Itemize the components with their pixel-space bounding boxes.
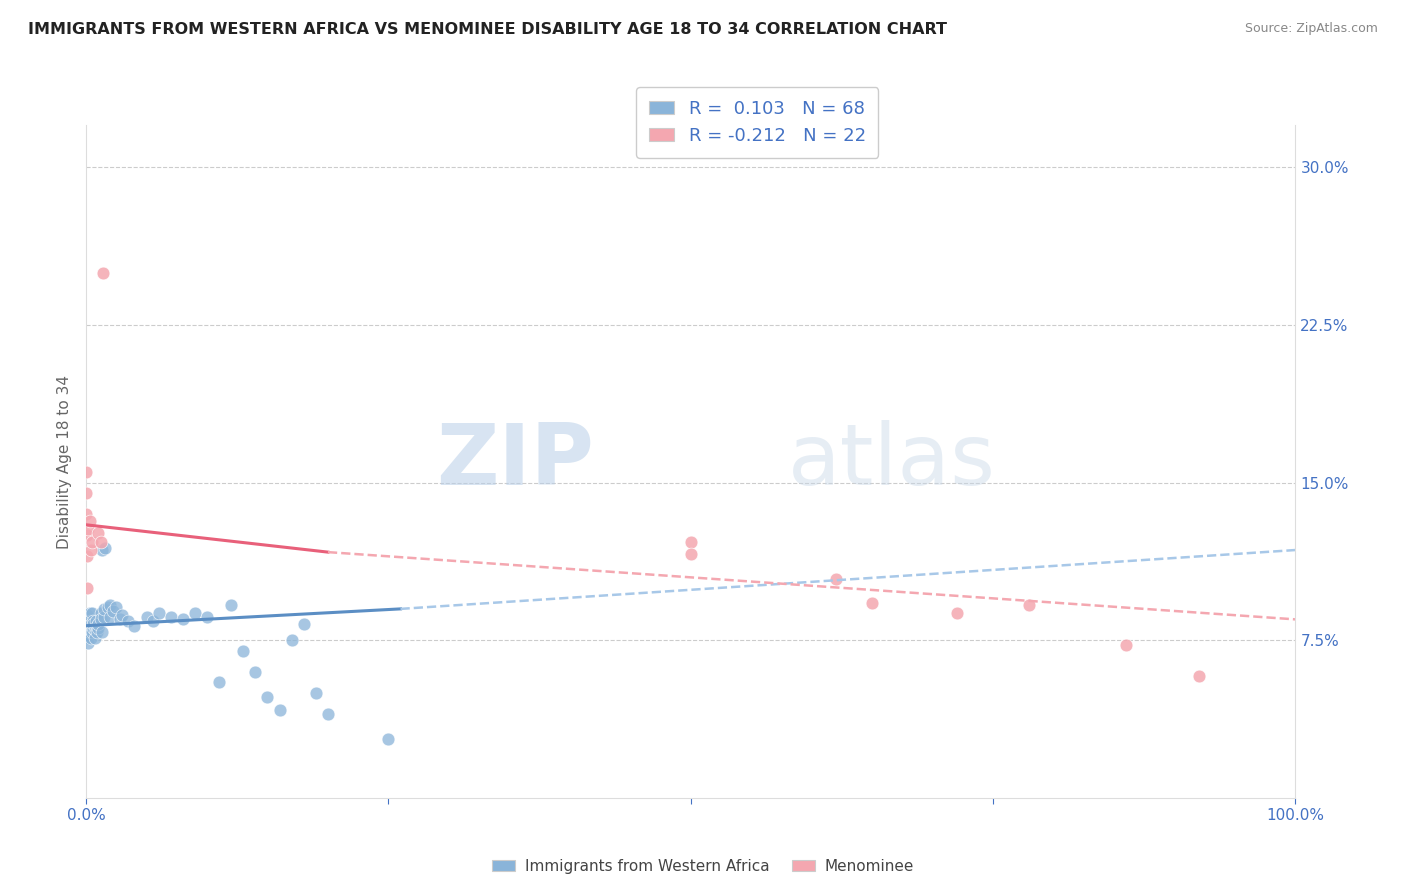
Point — [305, 686, 328, 700]
Point — [84, 615, 107, 629]
Point — [82, 625, 104, 640]
Point — [117, 615, 139, 629]
Point — [172, 612, 194, 626]
Point — [292, 616, 315, 631]
Point — [98, 610, 121, 624]
Point — [219, 598, 242, 612]
Point — [82, 534, 104, 549]
Point — [75, 465, 97, 479]
Point — [75, 623, 97, 637]
Point — [83, 623, 105, 637]
Point — [77, 522, 100, 536]
Point — [77, 616, 100, 631]
Point — [82, 616, 104, 631]
Point — [159, 610, 181, 624]
Point — [77, 635, 100, 649]
Point — [184, 606, 207, 620]
Point — [135, 610, 157, 624]
Point — [75, 508, 97, 522]
Point — [124, 618, 146, 632]
Point — [105, 599, 128, 614]
Point — [94, 541, 117, 555]
Point — [91, 266, 114, 280]
Point — [79, 621, 101, 635]
Point — [82, 621, 104, 635]
Point — [679, 534, 702, 549]
Point — [946, 606, 969, 620]
Point — [256, 690, 278, 705]
Point — [316, 706, 339, 721]
Point — [860, 596, 883, 610]
Point — [80, 543, 103, 558]
Point — [75, 618, 97, 632]
Point — [1115, 638, 1137, 652]
Point — [87, 621, 110, 635]
Point — [80, 621, 103, 635]
Point — [269, 703, 291, 717]
Point — [76, 616, 98, 631]
Point — [1188, 669, 1211, 683]
Point — [245, 665, 267, 679]
Point — [75, 627, 97, 641]
Point — [75, 486, 97, 500]
Point — [93, 602, 115, 616]
Point — [79, 514, 101, 528]
Point — [76, 549, 98, 564]
Point — [80, 632, 103, 646]
Point — [111, 608, 134, 623]
Point — [79, 625, 101, 640]
Legend: R =  0.103   N = 68, R = -0.212   N = 22: R = 0.103 N = 68, R = -0.212 N = 22 — [637, 87, 879, 158]
Point — [76, 621, 98, 635]
Point — [90, 534, 112, 549]
Point — [93, 610, 115, 624]
Point — [76, 608, 98, 623]
Point — [80, 616, 103, 631]
Text: ZIP: ZIP — [436, 420, 593, 503]
Point — [1018, 598, 1040, 612]
Point — [86, 625, 108, 640]
Point — [77, 632, 100, 646]
Point — [679, 547, 702, 561]
Point — [377, 732, 399, 747]
Point — [195, 610, 218, 624]
Point — [77, 623, 100, 637]
Text: atlas: atlas — [787, 420, 995, 503]
Point — [108, 612, 131, 626]
Point — [84, 621, 107, 635]
Point — [82, 615, 104, 629]
Point — [280, 633, 302, 648]
Point — [98, 598, 121, 612]
Point — [90, 612, 112, 626]
Point — [83, 632, 105, 646]
Point — [101, 604, 124, 618]
Y-axis label: Disability Age 18 to 34: Disability Age 18 to 34 — [58, 375, 72, 549]
Point — [76, 528, 98, 542]
Point — [86, 618, 108, 632]
Point — [232, 644, 254, 658]
Point — [82, 623, 104, 637]
Point — [90, 625, 112, 640]
Point — [76, 581, 98, 595]
Point — [87, 526, 110, 541]
Point — [148, 606, 170, 620]
Point — [142, 615, 165, 629]
Point — [76, 625, 98, 640]
Point — [87, 616, 110, 631]
Point — [79, 606, 101, 620]
Point — [82, 606, 104, 620]
Point — [75, 610, 97, 624]
Legend: Immigrants from Western Africa, Menominee: Immigrants from Western Africa, Menomine… — [486, 853, 920, 880]
Point — [90, 543, 112, 558]
Text: Source: ZipAtlas.com: Source: ZipAtlas.com — [1244, 22, 1378, 36]
Point — [79, 615, 101, 629]
Point — [97, 599, 120, 614]
Text: IMMIGRANTS FROM WESTERN AFRICA VS MENOMINEE DISABILITY AGE 18 TO 34 CORRELATION : IMMIGRANTS FROM WESTERN AFRICA VS MENOMI… — [28, 22, 948, 37]
Point — [825, 573, 848, 587]
Point — [208, 675, 231, 690]
Point — [90, 606, 112, 620]
